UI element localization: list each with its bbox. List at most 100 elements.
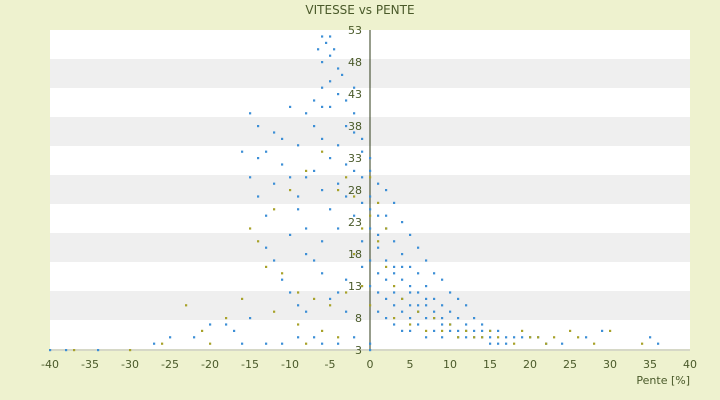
- data-point: [241, 297, 244, 300]
- data-point: [361, 227, 364, 230]
- data-point: [457, 297, 460, 300]
- data-point: [497, 336, 500, 339]
- data-point: [401, 329, 404, 332]
- data-point: [417, 291, 420, 294]
- y-tick-label: 8: [355, 312, 362, 325]
- data-point: [297, 291, 300, 294]
- y-tick-label: 53: [348, 24, 362, 37]
- data-point: [289, 291, 292, 294]
- data-point: [265, 265, 268, 268]
- data-point: [289, 176, 292, 179]
- data-point: [337, 336, 340, 339]
- data-point: [201, 329, 204, 332]
- data-point: [321, 150, 324, 153]
- x-tick-label: 40: [683, 358, 697, 371]
- data-point: [393, 272, 396, 275]
- data-point: [441, 317, 444, 320]
- data-point: [441, 336, 444, 339]
- data-point: [313, 99, 316, 102]
- data-point: [297, 336, 300, 339]
- data-point: [409, 233, 412, 236]
- data-point: [385, 278, 388, 281]
- data-point: [129, 349, 132, 352]
- data-point: [433, 272, 436, 275]
- data-point: [305, 310, 308, 313]
- data-point: [345, 310, 348, 313]
- data-point: [361, 265, 364, 268]
- data-point: [313, 259, 316, 262]
- data-point: [265, 342, 268, 345]
- data-point: [481, 336, 484, 339]
- data-point: [337, 291, 340, 294]
- data-point: [377, 240, 380, 243]
- data-point: [325, 41, 328, 44]
- data-point: [505, 342, 508, 345]
- data-point: [321, 61, 324, 64]
- data-point: [49, 349, 52, 352]
- data-point: [353, 336, 356, 339]
- data-point: [489, 342, 492, 345]
- data-point: [281, 137, 284, 140]
- data-point: [377, 214, 380, 217]
- data-point: [481, 323, 484, 326]
- data-point: [353, 214, 356, 217]
- y-tick-label: 48: [348, 56, 362, 69]
- data-point: [369, 214, 372, 217]
- data-point: [333, 48, 336, 51]
- data-point: [425, 297, 428, 300]
- y-tick-label: 3: [355, 344, 362, 357]
- data-point: [465, 304, 468, 307]
- x-tick-label: 20: [523, 358, 537, 371]
- data-point: [513, 336, 516, 339]
- x-tick-label: -30: [121, 358, 139, 371]
- data-point: [377, 233, 380, 236]
- data-point: [521, 336, 524, 339]
- data-point: [321, 35, 324, 38]
- data-point: [577, 336, 580, 339]
- data-point: [317, 48, 320, 51]
- data-point: [305, 253, 308, 256]
- data-point: [377, 310, 380, 313]
- data-point: [249, 112, 252, 115]
- data-point: [401, 297, 404, 300]
- data-point: [417, 310, 420, 313]
- data-point: [385, 317, 388, 320]
- data-point: [281, 278, 284, 281]
- data-point: [321, 189, 324, 192]
- data-point: [433, 329, 436, 332]
- data-point: [297, 208, 300, 211]
- data-point: [409, 329, 412, 332]
- x-tick-label: -5: [325, 358, 336, 371]
- data-point: [273, 131, 276, 134]
- data-point: [353, 131, 356, 134]
- data-point: [425, 285, 428, 288]
- data-point: [657, 342, 660, 345]
- data-point: [249, 227, 252, 230]
- data-point: [329, 105, 332, 108]
- data-point: [385, 297, 388, 300]
- data-point: [409, 304, 412, 307]
- data-point: [305, 342, 308, 345]
- data-point: [289, 105, 292, 108]
- data-point: [353, 195, 356, 198]
- data-point: [489, 329, 492, 332]
- data-point: [329, 54, 332, 57]
- y-tick-label: 33: [348, 152, 362, 165]
- data-point: [465, 329, 468, 332]
- data-point: [377, 272, 380, 275]
- data-point: [265, 246, 268, 249]
- x-tick-label: -35: [81, 358, 99, 371]
- data-point: [561, 342, 564, 345]
- data-point: [409, 285, 412, 288]
- data-point: [393, 285, 396, 288]
- data-point: [305, 227, 308, 230]
- data-point: [257, 195, 260, 198]
- data-point: [441, 278, 444, 281]
- data-point: [161, 342, 164, 345]
- data-point: [241, 342, 244, 345]
- data-point: [297, 323, 300, 326]
- data-point: [361, 285, 364, 288]
- data-point: [281, 163, 284, 166]
- data-point: [377, 246, 380, 249]
- data-point: [313, 336, 316, 339]
